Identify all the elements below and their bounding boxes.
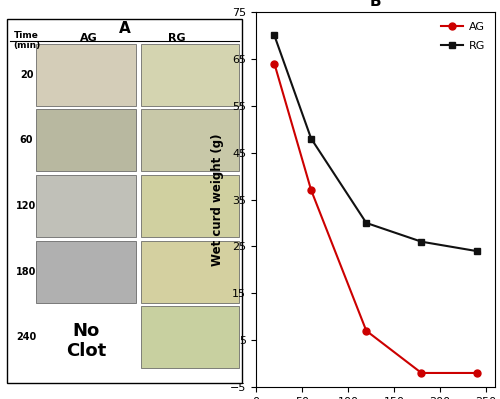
Bar (141, 175, 239, 237)
Bar (36, 241, 136, 302)
Line: RG: RG (271, 32, 480, 255)
RG (364, 221, 370, 225)
Text: 60: 60 (20, 135, 34, 145)
Text: No
Clot: No Clot (66, 322, 106, 360)
AG (474, 371, 480, 375)
Bar (36, 44, 136, 106)
AG (308, 188, 314, 193)
AG (364, 328, 370, 333)
Title: B: B (370, 0, 382, 10)
Legend: AG, RG: AG, RG (436, 18, 490, 55)
RG (474, 249, 480, 253)
AG (272, 61, 278, 66)
Bar (141, 44, 239, 106)
RG (272, 33, 278, 38)
Text: AG: AG (80, 33, 98, 43)
Bar (141, 241, 239, 302)
Bar (141, 306, 239, 368)
Text: Time
(min): Time (min) (13, 31, 40, 50)
RG (308, 136, 314, 141)
Text: RG: RG (168, 33, 186, 43)
Bar (36, 109, 136, 172)
Text: 180: 180 (16, 267, 36, 277)
Line: AG: AG (271, 60, 480, 376)
Text: 240: 240 (16, 332, 36, 342)
Bar (36, 175, 136, 237)
RG (418, 239, 424, 244)
Bar (141, 109, 239, 172)
AG (418, 371, 424, 375)
Y-axis label: Wet curd weight (g): Wet curd weight (g) (212, 133, 224, 266)
Text: 20: 20 (20, 70, 34, 80)
Text: 120: 120 (16, 201, 36, 211)
Text: A: A (118, 22, 130, 36)
